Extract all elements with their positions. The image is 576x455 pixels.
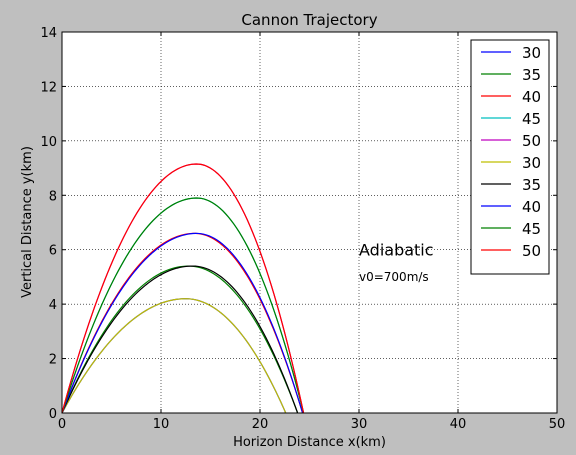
x-tick-label: 50 (549, 417, 566, 432)
legend-box (470, 39, 550, 275)
legend-label-1: 35 (522, 66, 541, 84)
grid-lines (62, 32, 557, 413)
legend-label-0: 30 (522, 44, 541, 62)
y-tick-label: 12 (40, 80, 57, 95)
legend-label-6: 35 (522, 176, 541, 194)
y-tick-label: 6 (49, 244, 57, 259)
series-line-1 (61, 265, 299, 414)
series-line-5 (61, 298, 287, 414)
axis-ticks: 0 10 20 30 40 50 0 2 4 6 8 10 12 14 (40, 26, 565, 432)
y-axis-label: Vertical Distance y(km) (20, 146, 35, 298)
y-tick-label: 8 (49, 189, 57, 204)
legend-label-4: 50 (522, 132, 541, 150)
legend: 30 35 40 45 50 30 35 40 45 50 (470, 39, 550, 275)
legend-label-2: 40 (522, 88, 541, 106)
y-tick-label: 14 (40, 26, 57, 41)
x-tick-label: 40 (450, 417, 467, 432)
legend-label-9: 50 (522, 242, 541, 260)
legend-label-8: 45 (522, 220, 541, 238)
x-tick-label: 20 (252, 417, 269, 432)
legend-label-5: 30 (522, 154, 541, 172)
x-tick-label: 10 (153, 417, 170, 432)
legend-label-3: 45 (522, 110, 541, 128)
x-tick-label: 30 (351, 417, 368, 432)
series-line-6 (61, 265, 299, 414)
y-tick-label: 10 (40, 135, 57, 150)
x-axis-label: Horizon Distance x(km) (233, 435, 386, 450)
x-tick-label: 0 (58, 417, 66, 432)
y-tick-label: 2 (49, 353, 57, 368)
annotation-velocity: v0=700m/s (359, 270, 429, 284)
legend-label-7: 40 (522, 198, 541, 216)
y-tick-label: 4 (49, 298, 57, 313)
series-line-7 (61, 232, 304, 414)
plot-frame (61, 31, 558, 414)
series-lines (61, 163, 305, 414)
series-line-9 (61, 163, 305, 414)
y-tick-label: 0 (49, 407, 57, 422)
chart-title: Cannon Trajectory (241, 11, 377, 29)
annotation-model: Adiabatic (359, 241, 434, 260)
series-line-8 (61, 197, 305, 414)
